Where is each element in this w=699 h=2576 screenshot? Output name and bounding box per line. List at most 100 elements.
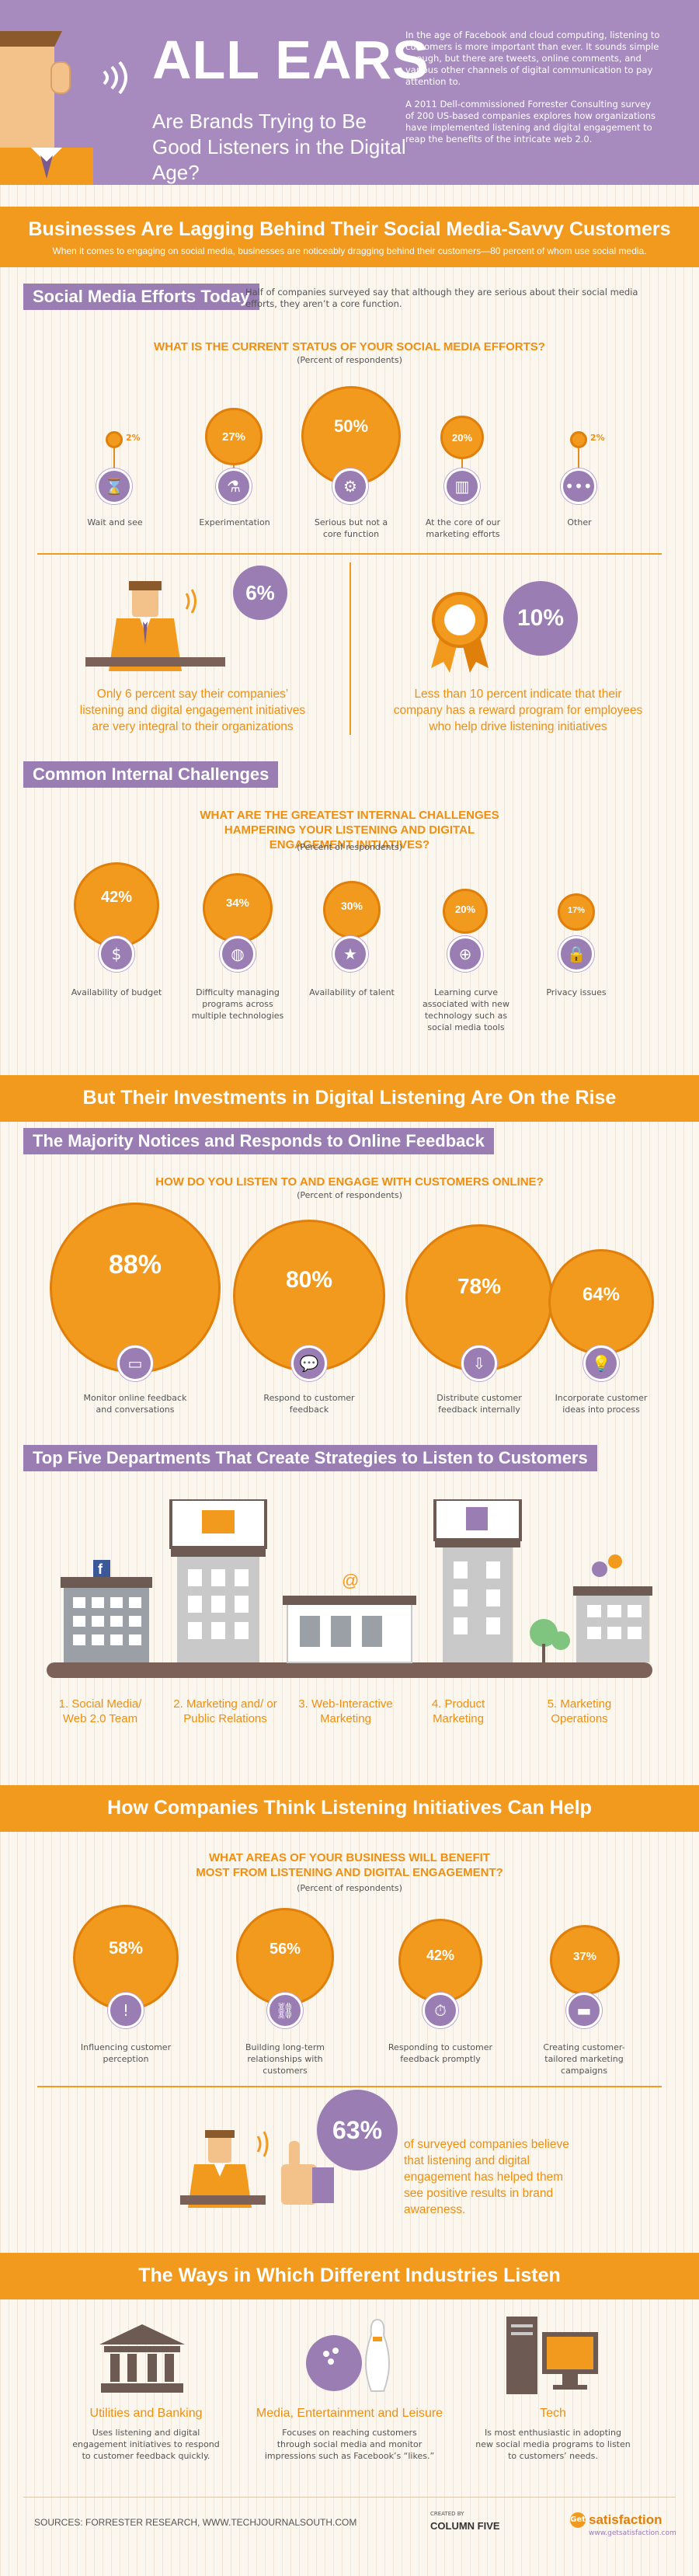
value-circle: 34% — [203, 873, 273, 943]
value-circle: 27% — [205, 408, 263, 465]
question-listen: HOW DO YOU LISTEN TO AND ENGAGE WITH CUS… — [155, 1175, 544, 1189]
link-icon: ⛓ — [267, 1993, 303, 2028]
department-5: 5. Marketing Operations — [547, 1697, 612, 1725]
gears-icon: ⚙ — [332, 468, 368, 504]
value-circle: 30% — [323, 881, 381, 938]
respondents-note: (Percent of respondents) — [297, 1190, 402, 1200]
question-status: WHAT IS THE CURRENT STATUS OF YOUR SOCIA… — [154, 340, 545, 353]
connector — [233, 465, 235, 470]
svg-text:@: @ — [342, 1571, 359, 1590]
industry-text-media: Focuses on reaching customers through so… — [264, 2428, 435, 2461]
page-subtitle: Are Brands Trying to Be Good Listeners i… — [152, 110, 406, 184]
couch-icon: ▬ — [566, 1993, 602, 2028]
hourglass-icon: ⌛ — [96, 468, 132, 504]
pill-internal-challenges: Common Internal Challenges — [23, 761, 279, 788]
item-label: Privacy issues — [546, 987, 607, 997]
item-label: Distribute customer feedback internally — [436, 1393, 522, 1415]
stat-bubble-63: 63% — [317, 2090, 398, 2170]
bar-chart-icon: ▥ — [444, 468, 480, 504]
exclamation-icon: ! — [108, 1993, 144, 2028]
item-label: Incorporate customer ideas into process — [555, 1393, 648, 1415]
connector — [578, 448, 579, 468]
department-4: 4. Product Marketing — [431, 1697, 485, 1725]
value-circle: 78% — [405, 1224, 553, 1372]
flask-icon: ⚗ — [216, 468, 252, 504]
department-3: 3. Web-Interactive Marketing — [298, 1697, 393, 1725]
vertical-divider — [350, 562, 351, 735]
department-1: 1. Social Media/ Web 2.0 Team — [58, 1697, 142, 1725]
header: ALL EARS Are Brands Trying to Be Good Li… — [0, 0, 699, 185]
bowling-icon — [306, 2318, 390, 2392]
footer-divider — [23, 2497, 676, 2498]
item-label: Influencing customer perception — [80, 2042, 172, 2064]
star-icon: ★ — [332, 936, 368, 972]
item-label: Wait and see — [87, 517, 143, 527]
value-label: 2% — [126, 433, 141, 443]
department-2: 2. Marketing and/ or Public Relations — [173, 1697, 277, 1725]
stat-bubble-6: 6% — [233, 566, 287, 620]
value-circle: 37% — [550, 1925, 620, 1995]
pill-note: Half of companies surveyed say that alth… — [245, 287, 638, 309]
item-label: Creating customer-tailored marketing cam… — [543, 2042, 625, 2076]
svg-text:f: f — [98, 1561, 103, 1577]
pill-majority-notices: The Majority Notices and Responds to Onl… — [23, 1128, 494, 1154]
industry-title-utilities: Utilities and Banking — [89, 2407, 203, 2420]
pill-social-media-efforts: Social Media Efforts Today — [23, 284, 259, 310]
item-label: Learning curve associated with new techn… — [423, 987, 509, 1032]
departments-buildings-illustration: f @ — [47, 1499, 652, 1678]
intro-text: In the age of Facebook and cloud computi… — [405, 30, 662, 156]
item-label: Availability of talent — [309, 987, 395, 997]
section-banner-lagging: Businesses Are Lagging Behind Their Soci… — [0, 207, 699, 267]
created-by-label: CREATED BY — [430, 2511, 464, 2517]
question-challenges: WHAT ARE THE GREATEST INTERNAL CHALLENGE… — [200, 809, 499, 851]
pill-top-departments: Top Five Departments That Create Strateg… — [23, 1445, 597, 1471]
sources-text: SOURCES: FORRESTER RESEARCH, WWW.TECHJOU… — [34, 2517, 357, 2528]
divider — [37, 553, 662, 555]
value-circle — [570, 431, 587, 448]
industry-text-tech: Is most enthusiastic in adopting new soc… — [475, 2428, 631, 2461]
award-ribbon-icon — [431, 592, 489, 673]
value-circle: 64% — [548, 1249, 654, 1355]
intro-paragraph-2: A 2011 Dell-commissioned Forrester Consu… — [405, 99, 656, 144]
respondents-note: (Percent of respondents) — [297, 1883, 402, 1893]
column-five-logo: COLUMN FIVE — [430, 2520, 500, 2532]
value-circle: 42% — [398, 1919, 482, 2003]
industry-title-tech: Tech — [540, 2407, 566, 2420]
bank-building-icon — [99, 2324, 185, 2393]
stat-bubble-10: 10% — [503, 581, 578, 656]
section-banner-subline: When it comes to engaging on social medi… — [52, 245, 647, 256]
item-label: Experimentation — [199, 517, 270, 527]
section-banner-industries: The Ways in Which Different Industries L… — [0, 2253, 699, 2299]
globe-icon: ◍ — [220, 936, 256, 972]
industry-title-media: Media, Entertainment and Leisure — [256, 2407, 443, 2420]
sponsor-url: www.getsatisfaction.com — [589, 2529, 676, 2537]
value-circle: 20% — [440, 416, 484, 459]
intro-paragraph-1: In the age of Facebook and cloud computi… — [405, 30, 660, 87]
item-label: Availability of budget — [71, 987, 162, 997]
value-circle: 20% — [443, 889, 488, 934]
value-circle: 42% — [74, 862, 159, 948]
item-label: At the core of our marketing efforts — [425, 517, 501, 539]
computer-icon — [506, 2317, 598, 2394]
page-title: ALL EARS — [152, 30, 429, 90]
item-label: Responding to customer feedback promptly — [388, 2042, 493, 2064]
section-banner-help: How Companies Think Listening Initiative… — [0, 1785, 699, 1832]
businessman-thumbs-up-illustration — [180, 2130, 334, 2208]
sound-waves-icon — [103, 61, 127, 95]
item-label: Building long-term relationships with cu… — [245, 2042, 325, 2076]
money-icon: $ — [99, 936, 134, 972]
item-label: Serious but not a core function — [314, 517, 388, 539]
value-circle — [106, 431, 123, 448]
lightbulb-icon: 💡 — [583, 1345, 619, 1381]
businessman-speaking-illustration — [85, 581, 225, 671]
value-circle: 17% — [558, 893, 595, 931]
sponsor-name: satisfaction — [589, 2512, 662, 2527]
monitor-icon: ▭ — [117, 1345, 153, 1381]
stopwatch-icon: ⏱ — [423, 1993, 458, 2028]
connector — [461, 459, 463, 470]
lock-icon: 🔒 — [558, 936, 594, 972]
connector — [113, 448, 115, 468]
item-label: Respond to customer feedback — [263, 1393, 355, 1415]
item-label: Other — [567, 517, 592, 527]
